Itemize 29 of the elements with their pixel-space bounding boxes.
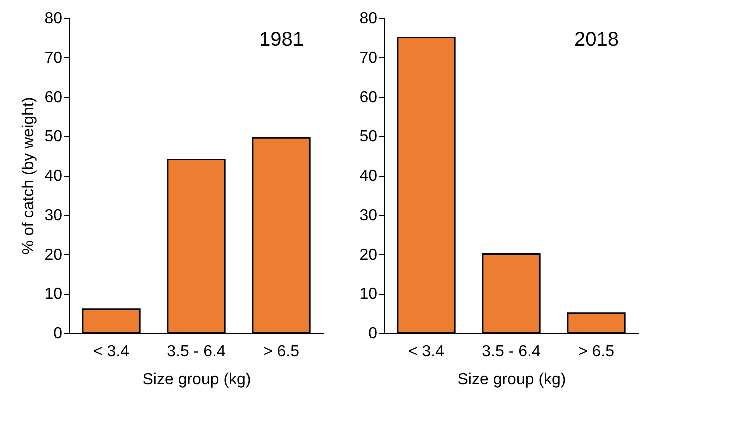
y-tick-label: 50 — [360, 128, 378, 146]
y-tick-label: 10 — [360, 286, 378, 304]
x-tick-label: < 3.4 — [408, 344, 445, 360]
x-tick-label: 3.5 - 6.4 — [167, 344, 226, 360]
x-tick-label: 3.5 - 6.4 — [482, 344, 541, 360]
y-tick-label: 30 — [360, 207, 378, 224]
y-tick-label: 70 — [360, 50, 378, 67]
y-tick-label: 10 — [44, 286, 63, 304]
y-tick-label: 0 — [368, 326, 378, 342]
y-tick-label: 80 — [360, 10, 378, 28]
y-tick-label: 60 — [44, 89, 63, 106]
y-tick-label: 70 — [44, 50, 63, 67]
x-axis-title: Size group (kg) — [458, 372, 566, 388]
y-tick-label: 60 — [360, 89, 378, 106]
y-tick-label: 0 — [54, 326, 63, 342]
y-tick-label: 20 — [44, 246, 63, 264]
y-tick-label: 20 — [360, 246, 378, 264]
x-tick-label: < 3.4 — [93, 344, 130, 360]
x-axis-title: Size group (kg) — [142, 372, 252, 388]
y-tick-label: 40 — [44, 168, 63, 185]
x-tick-label: > 6.5 — [578, 344, 615, 360]
x-tick-label: > 6.5 — [263, 344, 300, 360]
y-tick-label: 50 — [44, 128, 63, 146]
text: 1981 — [260, 29, 304, 51]
y-axis-title: % of catch (by weight) — [20, 97, 38, 255]
y-tick-label: 40 — [360, 168, 378, 185]
y-tick-label: 30 — [44, 207, 63, 224]
text: 2018 — [574, 29, 619, 51]
y-tick-label: 80 — [44, 10, 63, 28]
